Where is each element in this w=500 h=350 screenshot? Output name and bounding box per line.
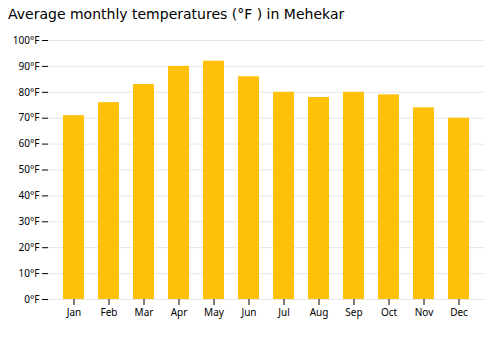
- html-text:Average monthly temperatures (: Average monthly temperatures (°F ) in Me…: [8, 6, 345, 22]
- svg-text:70°F: 70°F: [19, 110, 40, 124]
- svg-text:Jan: Jan: [66, 305, 82, 319]
- svg-text:10°F: 10°F: [19, 266, 40, 280]
- svg-text:Jun: Jun: [240, 305, 256, 319]
- svg-text:30°F: 30°F: [19, 214, 40, 228]
- svg-text:80°F: 80°F: [19, 85, 40, 99]
- svg-text:Oct: Oct: [381, 305, 398, 319]
- svg-text:Dec: Dec: [450, 305, 468, 319]
- svg-text:20°F: 20°F: [19, 240, 40, 254]
- svg-text:May: May: [204, 305, 225, 319]
- svg-text:60°F: 60°F: [19, 136, 40, 150]
- svg-text:90°F: 90°F: [19, 59, 40, 73]
- svg-text:Feb: Feb: [101, 305, 118, 319]
- svg-text:Jul: Jul: [277, 305, 290, 319]
- svg-text:50°F: 50°F: [19, 162, 40, 176]
- svg-text:0°F: 0°F: [24, 292, 39, 306]
- svg-text:Apr: Apr: [171, 305, 188, 319]
- svg-text:Nov: Nov: [415, 305, 434, 319]
- svg-text:100°F: 100°F: [13, 33, 40, 47]
- svg-text:Sep: Sep: [345, 305, 362, 319]
- svg-text:Mar: Mar: [135, 305, 154, 319]
- svg-text:Aug: Aug: [310, 305, 329, 319]
- svg-text:40°F: 40°F: [19, 188, 40, 202]
